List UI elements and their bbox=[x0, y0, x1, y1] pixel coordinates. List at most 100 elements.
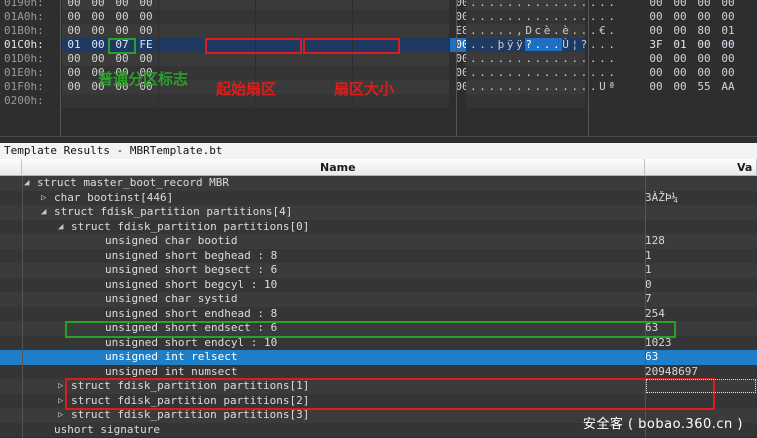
hex-byte[interactable]: 00 bbox=[67, 80, 81, 93]
tree-row[interactable]: unsigned short endsect : 6 63 bbox=[0, 321, 757, 336]
hex-byte[interactable]: 00 bbox=[139, 52, 153, 65]
hex-byte[interactable]: 00 bbox=[673, 66, 687, 79]
hex-byte[interactable]: 00 bbox=[67, 66, 81, 79]
hex-byte[interactable]: 00 bbox=[649, 0, 663, 9]
hex-byte[interactable]: 00 bbox=[721, 66, 735, 79]
hex-byte[interactable]: 00 bbox=[139, 0, 153, 9]
tree-row[interactable]: unsigned int numsect 20948697 bbox=[0, 364, 757, 379]
hex-byte[interactable]: 00 bbox=[455, 0, 469, 9]
hex-byte[interactable]: 00 bbox=[115, 0, 129, 9]
hex-byte[interactable]: 00 bbox=[673, 0, 687, 9]
expand-toggle-icon[interactable]: ▷ bbox=[58, 395, 64, 406]
hex-byte[interactable]: 00 bbox=[115, 80, 129, 93]
hex-byte-group[interactable]: 00 00 00 00 bbox=[353, 0, 735, 10]
tree-row[interactable]: ▷ char bootinst[446] 3ÀŽÞ¼ bbox=[0, 190, 757, 205]
hex-byte[interactable]: 00 bbox=[649, 66, 663, 79]
hex-byte-group[interactable]: 00 00 00 00 bbox=[62, 0, 158, 10]
hex-row[interactable]: 01E0h:00000000000000000000000000000000..… bbox=[0, 66, 757, 80]
hex-byte[interactable]: 80 bbox=[697, 24, 711, 37]
hex-byte[interactable]: 00 bbox=[115, 10, 129, 23]
hex-byte-group[interactable]: 0000D9A6 bbox=[256, 38, 541, 52]
hex-byte[interactable]: AA bbox=[721, 80, 735, 93]
tree-row[interactable]: unsigned short beghead : 8 1 bbox=[0, 248, 757, 263]
ascii-zone[interactable] bbox=[466, 0, 585, 10]
hex-byte[interactable]: 00 bbox=[697, 52, 711, 65]
hex-byte[interactable]: 00 bbox=[91, 38, 105, 51]
hex-byte[interactable]: 00 bbox=[721, 38, 735, 51]
header-name-segment[interactable] bbox=[22, 159, 645, 176]
hex-byte-group[interactable] bbox=[159, 94, 255, 108]
ascii-zone[interactable] bbox=[466, 52, 585, 66]
hex-byte-group[interactable]: 00 00 80 01 bbox=[353, 24, 735, 38]
hex-byte[interactable]: 00 bbox=[91, 0, 105, 9]
hex-byte[interactable]: 00 bbox=[455, 80, 469, 93]
hex-byte[interactable]: 00 bbox=[455, 10, 469, 23]
tree-row[interactable]: ◢ struct fdisk_partition partitions[4] bbox=[0, 205, 757, 220]
ascii-zone[interactable] bbox=[466, 80, 585, 94]
hex-byte[interactable]: 00 bbox=[115, 66, 129, 79]
hex-byte[interactable]: 01 bbox=[67, 38, 81, 51]
hex-byte[interactable]: 00 bbox=[91, 10, 105, 23]
hex-byte[interactable]: FE bbox=[139, 38, 153, 51]
hex-row[interactable]: 01F0h:000000000000000000000000000055AA..… bbox=[0, 80, 757, 94]
hex-byte[interactable]: 00 bbox=[67, 0, 81, 9]
hex-byte-group[interactable] bbox=[62, 94, 158, 108]
hex-byte[interactable]: 07 bbox=[115, 38, 129, 51]
hex-byte[interactable]: 00 bbox=[697, 66, 711, 79]
hex-byte[interactable]: 00 bbox=[67, 52, 81, 65]
pane-splitter[interactable] bbox=[0, 136, 757, 143]
hex-byte[interactable]: 00 bbox=[721, 0, 735, 9]
expand-toggle-icon[interactable]: ▷ bbox=[58, 381, 64, 391]
hex-byte[interactable]: 00 bbox=[91, 80, 105, 93]
collapse-toggle-icon[interactable]: ◢ bbox=[41, 207, 47, 217]
tree-row[interactable]: ▷ struct fdisk_partition partitions[2] bbox=[0, 393, 757, 408]
hex-row[interactable]: 01B0h: 00 00 00 00 002C4463E88FE88F 00 00 80 01..… bbox=[0, 24, 757, 38]
hex-byte[interactable]: 00 bbox=[91, 52, 105, 65]
hex-byte[interactable]: 00 bbox=[673, 80, 687, 93]
tree-row[interactable]: unsigned short begsect : 6 1 bbox=[0, 263, 757, 278]
hex-byte[interactable]: 00 bbox=[91, 66, 105, 79]
hex-byte[interactable]: 00 bbox=[697, 38, 711, 51]
hex-editor-pane[interactable]: 0190h:00000000000000000000000000000000..… bbox=[0, 0, 757, 136]
hex-byte[interactable]: 00 bbox=[455, 66, 469, 79]
hex-byte-group[interactable] bbox=[256, 94, 352, 108]
hex-byte[interactable]: 01 bbox=[673, 38, 687, 51]
hex-byte[interactable]: 55 bbox=[697, 80, 711, 93]
hex-row[interactable]: 0200h: bbox=[0, 94, 757, 108]
tree-row[interactable]: unsigned short endcyl : 10 1023 bbox=[0, 335, 757, 350]
hex-byte[interactable]: 01 bbox=[721, 24, 735, 37]
hex-byte[interactable]: 00 bbox=[115, 52, 129, 65]
hex-byte[interactable]: 3F bbox=[649, 38, 663, 51]
hex-row[interactable]: 01A0h:00000000000000000000000000000000..… bbox=[0, 10, 757, 24]
hex-byte-group[interactable]: 00 00 55 AA bbox=[353, 80, 735, 94]
tree-row[interactable]: unsigned char systid 7 bbox=[0, 292, 757, 307]
template-tree[interactable]: ◢ struct master_boot_record MBR ▷ char boot… bbox=[0, 176, 757, 438]
hex-byte[interactable]: 00 bbox=[139, 66, 153, 79]
hex-row[interactable]: 01D0h:00000000000000000000000000000000..… bbox=[0, 52, 757, 66]
tree-row[interactable]: ushort signature bbox=[0, 422, 757, 437]
hex-byte[interactable]: 00 bbox=[721, 10, 735, 23]
hex-byte[interactable]: 00 bbox=[139, 24, 153, 37]
hex-byte[interactable]: 00 bbox=[91, 24, 105, 37]
collapse-toggle-icon[interactable]: ◢ bbox=[24, 178, 30, 188]
ascii-zone[interactable] bbox=[466, 66, 585, 80]
hex-byte[interactable]: 00 bbox=[649, 52, 663, 65]
tree-row[interactable]: ◢ struct fdisk_partition partitions[0] bbox=[0, 219, 757, 234]
tree-row[interactable]: unsigned short begcyl : 10 0 bbox=[0, 277, 757, 292]
hex-byte-group[interactable]: 3F 01 00 00 bbox=[353, 38, 735, 52]
hex-byte-group[interactable]: 00 00 00 00 bbox=[353, 66, 735, 80]
tree-row[interactable]: unsigned char bootid 128 bbox=[0, 234, 757, 249]
hex-byte-group[interactable]: 00 00 00 00 bbox=[62, 52, 158, 66]
hex-byte-group[interactable]: 01 00 07 FE bbox=[62, 38, 158, 52]
